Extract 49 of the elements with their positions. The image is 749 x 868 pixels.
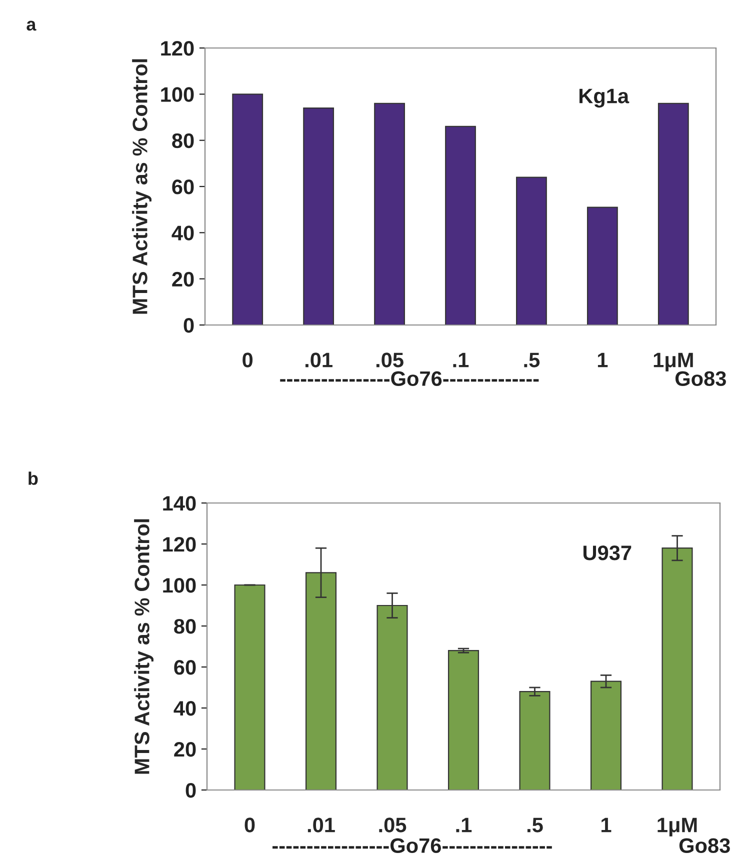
y-tick-label: 120 bbox=[161, 41, 194, 56]
bar bbox=[519, 691, 550, 790]
y-tick-label: 120 bbox=[163, 537, 196, 552]
y-tick-label: 100 bbox=[163, 578, 196, 593]
text: a bbox=[26, 20, 36, 31]
y-tick-label: 140 bbox=[163, 496, 196, 511]
y-tick-label: 80 bbox=[172, 133, 194, 148]
y-axis-title: MTS Activity as % Control bbox=[132, 59, 152, 314]
y-axis-title: MTS Activity as % Control bbox=[134, 519, 154, 774]
x-tick-label: .01 bbox=[308, 818, 335, 832]
y-tick-label: 40 bbox=[172, 226, 194, 240]
x-tick-label: 0 bbox=[244, 818, 255, 832]
bar bbox=[658, 102, 689, 325]
y-tick-label: 0 bbox=[186, 783, 196, 798]
y-tick-label: 0 bbox=[184, 318, 194, 333]
text: Go83 bbox=[679, 838, 730, 854]
x-tick-label: .05 bbox=[379, 818, 406, 832]
y-tick-label: 20 bbox=[174, 742, 196, 757]
bar bbox=[586, 206, 618, 325]
x-tick-label: .05 bbox=[376, 352, 404, 368]
x-tick-label: 1μM bbox=[658, 818, 697, 836]
y-tick-label: 60 bbox=[172, 180, 194, 194]
annotation: U937 bbox=[583, 546, 632, 560]
bar bbox=[445, 126, 476, 325]
y-tick-label: 100 bbox=[161, 87, 194, 102]
x-tick-label: .5 bbox=[527, 818, 543, 832]
text: b bbox=[28, 472, 38, 485]
x-tick-label: 1 bbox=[602, 818, 612, 832]
x-tick-label: .01 bbox=[305, 352, 332, 368]
y-tick-label: 80 bbox=[174, 619, 196, 634]
x-tick-label: .1 bbox=[453, 352, 469, 368]
bar bbox=[516, 176, 547, 325]
bar bbox=[448, 650, 480, 790]
text: -----------------Go76---------------- bbox=[272, 838, 552, 853]
x-tick-label: .1 bbox=[456, 818, 472, 832]
bar bbox=[303, 107, 334, 325]
x-tick-label: 1 bbox=[598, 352, 608, 368]
y-tick-label: 60 bbox=[174, 660, 196, 675]
x-tick-label: 1μM bbox=[654, 352, 693, 372]
x-tick-label: .5 bbox=[524, 352, 540, 368]
bar bbox=[232, 94, 264, 325]
text: ----------------Go76-------------- bbox=[280, 371, 539, 386]
annotation: Kg1a bbox=[580, 88, 630, 108]
y-tick-label: 20 bbox=[172, 272, 194, 287]
bar bbox=[234, 584, 266, 790]
bar bbox=[374, 102, 405, 325]
y-tick-label: 40 bbox=[174, 701, 196, 716]
x-tick-label: 0 bbox=[242, 352, 253, 368]
text: Go83 bbox=[675, 371, 726, 386]
